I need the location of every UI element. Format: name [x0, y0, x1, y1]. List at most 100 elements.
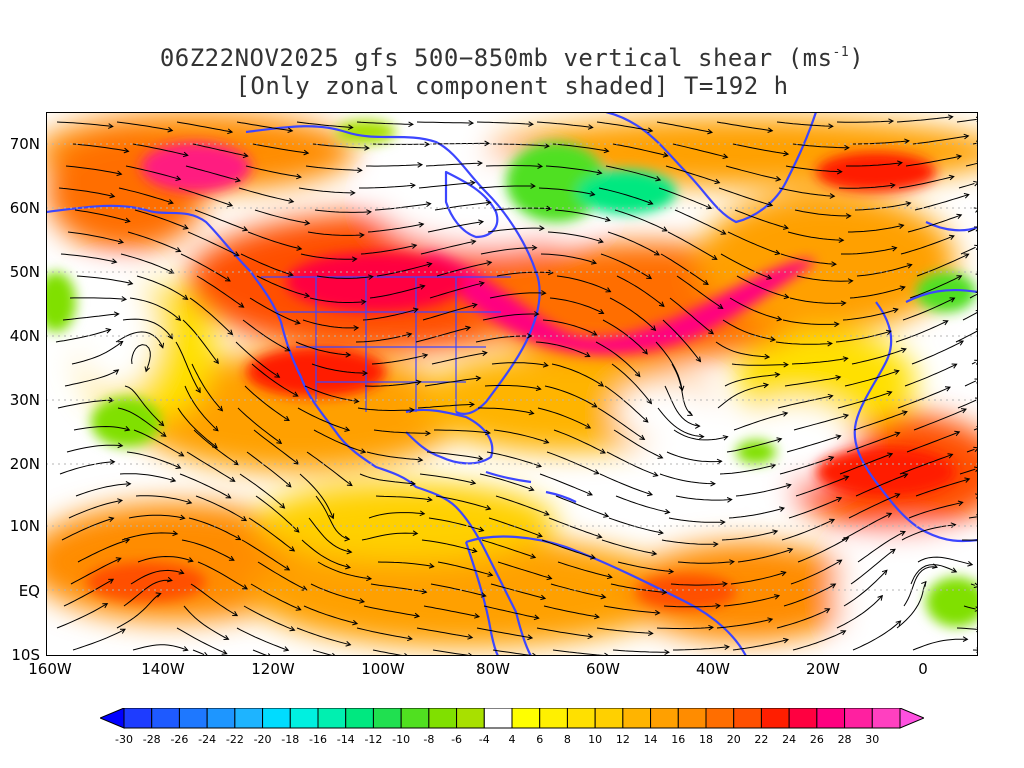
streamline [791, 357, 848, 365]
colorbar-cell [178, 708, 208, 729]
streamline-arrowhead [836, 168, 843, 175]
colorbar-label: -12 [364, 733, 383, 746]
streamline [955, 330, 978, 343]
streamline-arrowhead [829, 193, 836, 199]
streamline-arrowhead [344, 426, 351, 432]
streamline-arrowhead [366, 575, 373, 582]
streamline [310, 583, 365, 603]
streamline [612, 143, 668, 157]
streamline [371, 354, 428, 365]
streamline-arrowhead [182, 224, 189, 230]
streamline [897, 386, 951, 409]
streamline-arrowhead [182, 646, 189, 652]
streamline [841, 247, 897, 255]
streamline-arrowhead [292, 391, 299, 397]
streamline [416, 627, 473, 639]
streamline [664, 385, 700, 427]
streamline [663, 605, 720, 608]
streamline [724, 373, 780, 387]
streamline [720, 253, 772, 279]
streamline-arrowhead [544, 142, 550, 149]
streamline-arrowhead [469, 180, 476, 186]
streamline-arrowhead [227, 329, 234, 336]
streamline [617, 561, 674, 573]
streamline-arrowhead [229, 476, 236, 482]
streamline-arrowhead [422, 353, 429, 359]
streamline-arrowhead [360, 299, 367, 305]
lon-label-100w: 100W [361, 660, 405, 678]
streamline [60, 253, 117, 263]
streamline-arrowhead [475, 375, 482, 382]
streamline [730, 571, 786, 585]
streamline [251, 363, 299, 397]
streamline [965, 162, 978, 167]
streamline [248, 517, 295, 552]
streamline-arrowhead [242, 226, 249, 232]
streamline-arrowhead [895, 620, 902, 626]
streamline-arrowhead [304, 219, 311, 226]
streamline [596, 121, 653, 132]
streamline-arrowhead [842, 356, 849, 362]
streamline [554, 209, 611, 221]
streamline-arrowhead [783, 293, 790, 300]
streamline-arrowhead [763, 382, 770, 389]
streamline-arrowhead [195, 387, 201, 394]
streamline-arrowhead [963, 253, 970, 259]
streamline-arrowhead [949, 297, 956, 303]
streamline [790, 559, 842, 585]
streamline-arrowhead [155, 592, 162, 598]
streamline-arrowhead [468, 652, 474, 656]
streamline [56, 603, 108, 629]
streamline [363, 605, 420, 617]
streamline [535, 341, 590, 357]
streamline [434, 429, 490, 434]
streamline-arrowhead [478, 281, 485, 287]
lat-label-40n: 40N [9, 327, 40, 345]
streamline [239, 473, 285, 509]
streamline-arrowhead [225, 493, 232, 499]
streamline-arrowhead [708, 624, 715, 631]
streamline [676, 275, 723, 309]
streamline-arrowhead [117, 238, 125, 245]
streamline-arrowhead [957, 500, 964, 507]
streamline [788, 497, 842, 519]
streamline [315, 495, 350, 540]
streamline [536, 627, 593, 638]
streamline-arrowhead [417, 162, 424, 168]
streamline [76, 275, 133, 285]
streamline-arrowhead [974, 606, 978, 612]
streamline [902, 297, 955, 321]
streamline [898, 176, 954, 189]
streamline-arrowhead [283, 646, 290, 652]
streamline [552, 143, 609, 152]
streamline-arrowhead [425, 430, 431, 437]
streamline-arrowhead [223, 634, 230, 640]
streamline-arrowhead [344, 535, 351, 542]
streamline [968, 516, 977, 519]
streamline-arrowhead [469, 401, 475, 408]
streamline-arrowhead [217, 405, 224, 412]
streamline-arrowhead [166, 576, 173, 583]
streamline [658, 187, 712, 209]
lon-label-60w: 60W [586, 660, 620, 678]
streamline-arrowhead [774, 372, 781, 378]
streamline [672, 143, 728, 158]
streamline-arrowhead [186, 498, 193, 505]
colorbar-label: 22 [754, 733, 769, 746]
streamline-arrowhead [351, 256, 358, 263]
streamline [245, 165, 301, 178]
streamline-arrowhead [346, 480, 353, 487]
streamline [236, 121, 293, 132]
streamline [789, 297, 846, 304]
streamline-arrowhead [974, 397, 978, 403]
streamline [915, 478, 970, 497]
streamline-arrowhead [657, 453, 664, 459]
streamline-arrowhead [889, 548, 896, 555]
streamline [616, 275, 665, 307]
streamline [137, 555, 193, 563]
streamline-arrowhead [947, 114, 954, 121]
streamline [437, 561, 493, 576]
streamline-arrowhead [279, 503, 286, 509]
streamline [732, 143, 789, 155]
colorbar-label: -4 [478, 733, 490, 746]
